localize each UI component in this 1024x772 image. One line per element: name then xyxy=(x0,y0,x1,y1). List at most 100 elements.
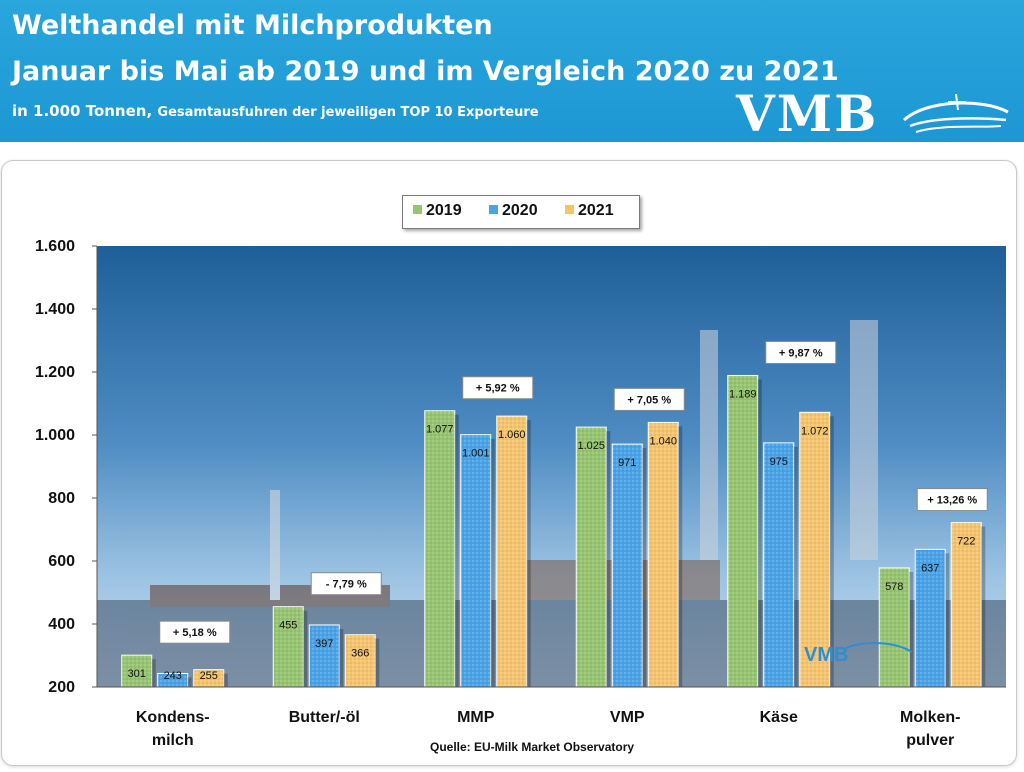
bar-shadow xyxy=(793,446,798,687)
bar-texture xyxy=(460,434,491,687)
change-label: + 13,26 % xyxy=(927,495,977,507)
data-label: 301 xyxy=(128,668,146,680)
x-tick-label: Kondens- xyxy=(136,709,210,726)
bar-shadow xyxy=(339,628,344,687)
change-label: + 9,87 % xyxy=(779,347,823,359)
bar-shadow xyxy=(187,677,192,687)
legend-label-2021: 2021 xyxy=(578,202,614,219)
x-tick-label: VMP xyxy=(610,709,645,726)
data-label: 1.001 xyxy=(462,448,490,460)
x-tick-label: milch xyxy=(152,732,194,749)
legend-swatch-2020 xyxy=(489,205,498,214)
y-tick-label: 600 xyxy=(48,553,75,570)
bar-texture xyxy=(345,634,376,687)
vmb-watermark-swoosh-icon xyxy=(845,642,913,653)
data-label: 1.077 xyxy=(426,424,454,436)
change-labels: + 5,18 % - 7,79 % + 5,92 % + 7,05 % + 9,87 %… xyxy=(159,340,988,644)
subtitle-unit: in 1.000 Tonnen, xyxy=(12,102,153,120)
bar-shadow xyxy=(151,659,156,687)
change-label: + 7,05 % xyxy=(627,394,671,406)
y-tick-label: 1.000 xyxy=(35,427,75,444)
y-tick-label: 200 xyxy=(48,679,75,696)
vmb-swoosh-icon xyxy=(902,93,1009,133)
vmb-watermark-text: VMB xyxy=(804,644,848,666)
change-box xyxy=(765,340,837,364)
bar-texture xyxy=(648,422,679,687)
legend-item-2019: 2019 xyxy=(413,202,462,220)
data-label: 637 xyxy=(921,562,939,574)
data-label: 1.040 xyxy=(649,435,677,447)
bar-texture xyxy=(612,444,643,687)
bar-texture xyxy=(763,442,794,687)
x-tick-label: Molken- xyxy=(900,709,960,726)
y-tick-label: 1.200 xyxy=(35,364,75,381)
header-banner: Welthandel mit Milchprodukten Januar bis… xyxy=(0,0,1024,143)
data-label: 397 xyxy=(315,638,333,650)
data-label: 975 xyxy=(770,456,788,468)
change-box xyxy=(159,620,231,644)
title-line-1: Welthandel mit Milchprodukten xyxy=(12,10,493,41)
y-tick-label: 400 xyxy=(48,616,75,633)
subtitle: in 1.000 Tonnen, Gesamtausfuhren der jew… xyxy=(12,102,539,120)
change-label: - 7,79 % xyxy=(326,579,367,591)
bar-texture xyxy=(424,410,455,687)
change-box xyxy=(916,488,988,512)
bar-shadow xyxy=(375,638,380,687)
data-label: 1.025 xyxy=(577,440,605,452)
change-label: + 5,18 % xyxy=(173,627,217,639)
bar-shadow xyxy=(909,571,914,687)
legend-label-2019: 2019 xyxy=(426,202,462,219)
bar-texture xyxy=(309,624,340,687)
bar-texture xyxy=(727,375,758,687)
data-label: 578 xyxy=(885,581,903,593)
data-label: 255 xyxy=(200,670,218,682)
bar-shadow xyxy=(829,416,834,687)
bar-shadow xyxy=(757,379,762,687)
bar-group: 301 243 255 455 397 366 1.077 1.001 1.060 1.025 97… xyxy=(121,374,986,688)
bar-shadow xyxy=(454,414,459,687)
bar-texture xyxy=(193,669,224,687)
bar-texture xyxy=(496,416,527,687)
y-tick-label: 1.400 xyxy=(35,301,75,318)
legend-label-2020: 2020 xyxy=(502,202,538,219)
data-label: 1.189 xyxy=(729,388,757,400)
legend-item-2021: 2021 xyxy=(565,202,614,220)
x-tick-label: Käse xyxy=(760,709,798,726)
source-note: Quelle: EU-Milk Market Observatory xyxy=(430,740,635,754)
x-axis: Kondens-milch Butter/-öl MMP VMP Käse Molken-… xyxy=(97,686,1006,749)
vmb-logo-text: VMB xyxy=(736,84,879,143)
change-label: + 5,92 % xyxy=(476,383,520,395)
data-label: 722 xyxy=(957,536,975,548)
x-tick-label: Butter/-öl xyxy=(289,709,360,726)
x-tick-label: pulver xyxy=(906,732,954,749)
bar-shadow xyxy=(223,673,228,687)
legend-swatch-2019 xyxy=(413,205,422,214)
change-box xyxy=(462,376,534,400)
change-box xyxy=(310,572,382,596)
bar-texture xyxy=(121,655,152,687)
bar-texture xyxy=(915,549,946,687)
bar-texture xyxy=(879,567,910,687)
bar-texture xyxy=(157,673,188,687)
bar-texture xyxy=(273,606,304,687)
bar-shadow xyxy=(303,610,308,687)
bar-texture xyxy=(951,522,982,687)
bar-shadow xyxy=(981,526,986,687)
harbor-silhouette xyxy=(97,320,1006,687)
vmb-logo: VMB xyxy=(736,84,1016,143)
data-label: 455 xyxy=(279,620,297,632)
y-tick-label: 800 xyxy=(48,490,75,507)
bar-shadow xyxy=(945,553,950,687)
data-label: 1.072 xyxy=(801,425,829,437)
y-tick-label: 1.600 xyxy=(35,238,75,255)
title-line-2: Januar bis Mai ab 2019 und im Vergleich … xyxy=(12,56,839,87)
change-box xyxy=(613,387,685,411)
legend-item-2020: 2020 xyxy=(489,202,538,220)
bar-texture xyxy=(799,412,830,687)
bar-texture xyxy=(576,427,607,687)
vmb-watermark: VMB xyxy=(804,642,913,666)
data-label: 1.060 xyxy=(498,429,526,441)
subtitle-description: Gesamtausfuhren der jeweiligen TOP 10 Ex… xyxy=(157,105,539,120)
legend-swatch-2021 xyxy=(565,205,574,214)
